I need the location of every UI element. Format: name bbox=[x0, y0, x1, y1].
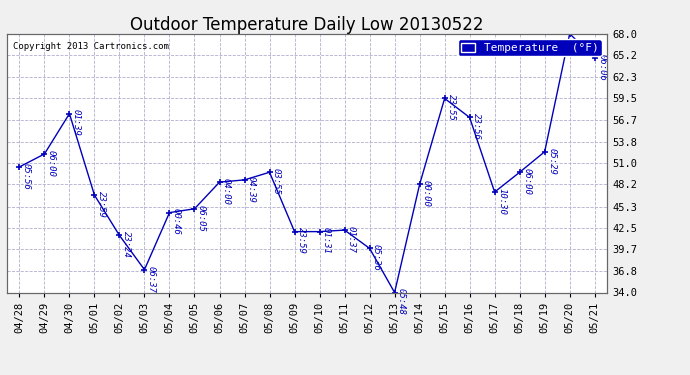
Text: Copyright 2013 Cartronics.com: Copyright 2013 Cartronics.com bbox=[13, 42, 169, 51]
Text: 05:36: 05:36 bbox=[372, 244, 381, 271]
Text: 04:00: 04:00 bbox=[222, 178, 231, 205]
Text: 05:29: 05:29 bbox=[547, 147, 556, 174]
Text: 06:06: 06:06 bbox=[597, 54, 606, 81]
Text: 06:00: 06:00 bbox=[47, 150, 56, 177]
Text: 23:56: 23:56 bbox=[472, 113, 481, 140]
Text: 00:00: 00:00 bbox=[422, 180, 431, 207]
Text: 00:46: 00:46 bbox=[172, 209, 181, 235]
Text: 10:30: 10:30 bbox=[497, 188, 506, 215]
Text: 23:55: 23:55 bbox=[447, 94, 456, 121]
Text: 23:59: 23:59 bbox=[297, 228, 306, 254]
Text: 01:37: 01:37 bbox=[347, 226, 356, 253]
Legend: Temperature  (°F): Temperature (°F) bbox=[458, 39, 602, 56]
Text: 23:24: 23:24 bbox=[122, 231, 131, 258]
Text: 01:39: 01:39 bbox=[72, 110, 81, 136]
Text: 06:05: 06:05 bbox=[197, 205, 206, 231]
Text: 04:39: 04:39 bbox=[247, 176, 256, 203]
Text: 01:31: 01:31 bbox=[322, 228, 331, 254]
Text: 06:37: 06:37 bbox=[147, 266, 156, 292]
Text: 23:59: 23:59 bbox=[97, 191, 106, 218]
Text: 05:56: 05:56 bbox=[22, 163, 31, 190]
Text: 06:00: 06:00 bbox=[522, 168, 531, 195]
Title: Outdoor Temperature Daily Low 20130522: Outdoor Temperature Daily Low 20130522 bbox=[130, 16, 484, 34]
Text: 03:55: 03:55 bbox=[272, 168, 281, 195]
Text: 05:48: 05:48 bbox=[397, 288, 406, 315]
